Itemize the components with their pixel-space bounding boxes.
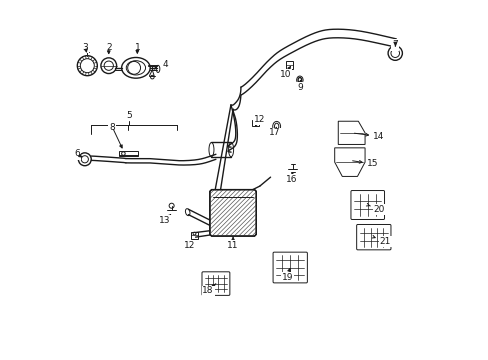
FancyBboxPatch shape: [356, 225, 390, 250]
Text: 15: 15: [352, 159, 377, 168]
Text: 12: 12: [184, 239, 195, 249]
Polygon shape: [251, 120, 258, 126]
Text: 20: 20: [366, 203, 385, 214]
Polygon shape: [334, 148, 365, 176]
Polygon shape: [119, 151, 138, 157]
Text: 4: 4: [153, 60, 168, 69]
Text: 5: 5: [126, 111, 132, 120]
FancyBboxPatch shape: [202, 272, 229, 296]
Text: 17: 17: [268, 127, 280, 138]
Polygon shape: [338, 121, 365, 144]
FancyBboxPatch shape: [350, 190, 384, 220]
Text: 19: 19: [281, 269, 292, 282]
Text: 2: 2: [106, 43, 111, 52]
Polygon shape: [285, 62, 292, 68]
Text: 21: 21: [371, 235, 390, 246]
Text: 3: 3: [82, 43, 88, 52]
Text: 9: 9: [296, 80, 302, 92]
Polygon shape: [209, 190, 256, 236]
Text: 7: 7: [391, 40, 397, 49]
Text: 11: 11: [227, 237, 238, 249]
Text: 10: 10: [279, 66, 291, 79]
Polygon shape: [190, 232, 198, 239]
Text: 14: 14: [354, 132, 384, 141]
Text: 13: 13: [159, 215, 171, 225]
Text: 12: 12: [253, 116, 264, 126]
Text: 16: 16: [285, 172, 297, 184]
Text: 1: 1: [134, 42, 140, 51]
FancyBboxPatch shape: [272, 252, 307, 283]
Text: 8: 8: [109, 123, 115, 132]
Text: 18: 18: [202, 284, 215, 295]
Text: 6: 6: [74, 149, 80, 158]
